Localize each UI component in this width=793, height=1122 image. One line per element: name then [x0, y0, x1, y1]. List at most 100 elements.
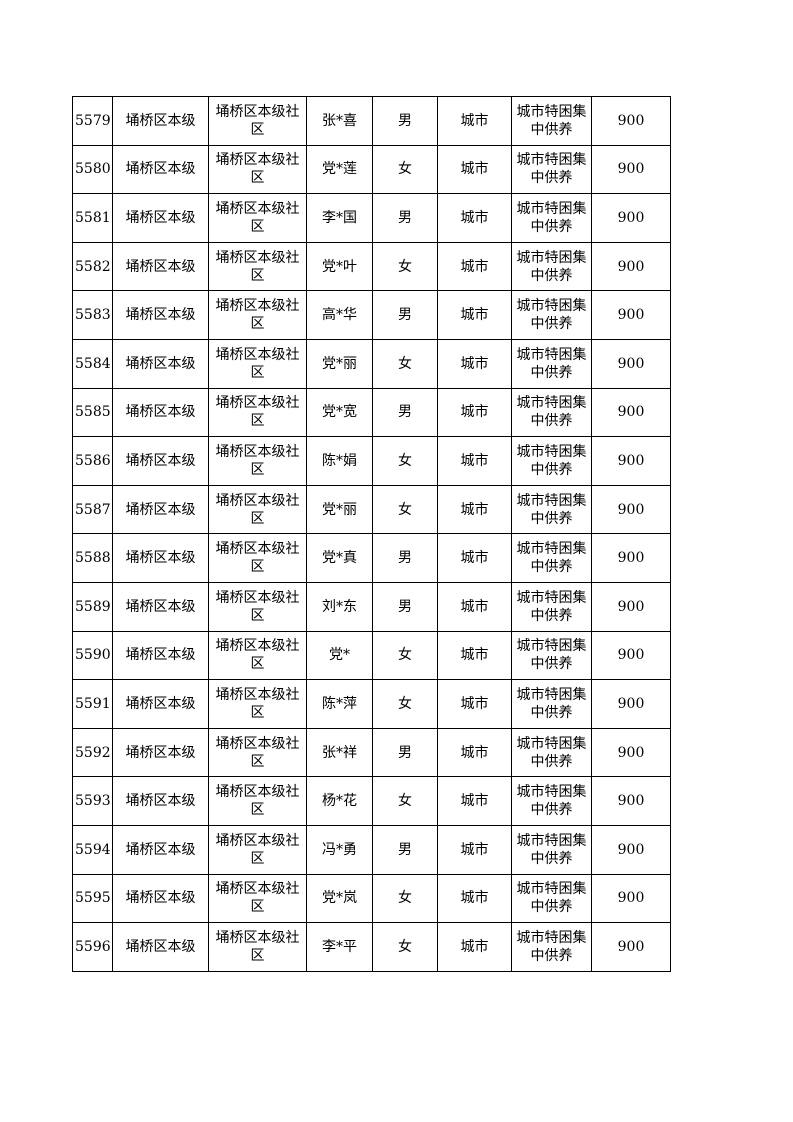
table-row: 5585 埇桥区本级 埇桥区本级社区 党*宽男城市 城市特困集中供养 900 — [72, 387, 671, 438]
amount-cell: 900 — [591, 241, 671, 292]
support-type-cell: 城市特困集中供养 — [511, 241, 592, 292]
support-type-cell: 城市特困集中供养 — [511, 290, 592, 340]
area-cell: 城市 — [437, 824, 512, 875]
name-cell: 党*宽 — [306, 387, 373, 438]
table-row: 5595 埇桥区本级 埇桥区本级社区 党*岚女城市 城市特困集中供养 900 — [72, 873, 671, 924]
amount-cell: 900 — [591, 290, 671, 340]
table-row: 5592 埇桥区本级 埇桥区本级社区 张*祥男城市 城市特困集中供养 900 — [72, 727, 671, 778]
gender-cell: 女 — [372, 144, 438, 195]
table-row: 5590 埇桥区本级 埇桥区本级社区 党* 女城市 城市特困集中供养 900 — [72, 630, 671, 681]
name-cell: 高*华 — [306, 290, 373, 340]
gender-cell: 女 — [372, 436, 438, 486]
row-id-cell: 5586 — [72, 436, 113, 486]
gender-cell: 男 — [372, 581, 438, 632]
name-cell: 冯*勇 — [306, 824, 373, 875]
support-type-cell: 城市特困集中供养 — [511, 338, 592, 389]
table-row: 5594 埇桥区本级 埇桥区本级社区 冯*勇男城市 城市特困集中供养 900 — [72, 824, 671, 875]
amount-cell: 900 — [591, 776, 671, 826]
name-cell: 党*岚 — [306, 873, 373, 924]
community-cell: 埇桥区本级社区 — [208, 533, 307, 583]
gender-cell: 男 — [372, 533, 438, 583]
name-cell: 张*祥 — [306, 727, 373, 778]
amount-cell: 900 — [591, 922, 671, 972]
table-row: 5588 埇桥区本级 埇桥区本级社区 党*真男城市 城市特困集中供养 900 — [72, 533, 671, 583]
name-cell: 党*叶 — [306, 241, 373, 292]
community-cell: 埇桥区本级社区 — [208, 96, 307, 146]
table-row: 5581 埇桥区本级 埇桥区本级社区 李*国男城市 城市特困集中供养 900 — [72, 193, 671, 243]
area-cell: 城市 — [437, 727, 512, 778]
gender-cell: 男 — [372, 727, 438, 778]
gender-cell: 女 — [372, 873, 438, 924]
table-row: 5596 埇桥区本级 埇桥区本级社区 李*平女城市 城市特困集中供养 900 — [72, 922, 671, 972]
name-cell: 陈*萍 — [306, 679, 373, 729]
amount-cell: 900 — [591, 533, 671, 583]
community-cell: 埇桥区本级社区 — [208, 630, 307, 681]
district-cell: 埇桥区本级 — [112, 679, 209, 729]
community-cell: 埇桥区本级社区 — [208, 193, 307, 243]
name-cell: 党*莲 — [306, 144, 373, 195]
community-cell: 埇桥区本级社区 — [208, 144, 307, 195]
district-cell: 埇桥区本级 — [112, 241, 209, 292]
community-cell: 埇桥区本级社区 — [208, 776, 307, 826]
gender-cell: 男 — [372, 290, 438, 340]
row-id-cell: 5584 — [72, 338, 113, 389]
area-cell: 城市 — [437, 679, 512, 729]
amount-cell: 900 — [591, 436, 671, 486]
support-type-cell: 城市特困集中供养 — [511, 144, 592, 195]
area-cell: 城市 — [437, 630, 512, 681]
district-cell: 埇桥区本级 — [112, 144, 209, 195]
table-row: 5586 埇桥区本级 埇桥区本级社区 陈*娟女城市 城市特困集中供养 900 — [72, 436, 671, 486]
area-cell: 城市 — [437, 581, 512, 632]
area-cell: 城市 — [437, 193, 512, 243]
support-type-cell: 城市特困集中供养 — [511, 533, 592, 583]
table-row: 5579 埇桥区本级 埇桥区本级社区 张*喜男城市 城市特困集中供养 900 — [72, 96, 671, 146]
row-id-cell: 5595 — [72, 873, 113, 924]
amount-cell: 900 — [591, 338, 671, 389]
support-type-cell: 城市特困集中供养 — [511, 193, 592, 243]
gender-cell: 女 — [372, 679, 438, 729]
gender-cell: 女 — [372, 484, 438, 535]
area-cell: 城市 — [437, 873, 512, 924]
gender-cell: 女 — [372, 338, 438, 389]
area-cell: 城市 — [437, 922, 512, 972]
gender-cell: 男 — [372, 824, 438, 875]
row-id-cell: 5592 — [72, 727, 113, 778]
district-cell: 埇桥区本级 — [112, 873, 209, 924]
area-cell: 城市 — [437, 436, 512, 486]
area-cell: 城市 — [437, 96, 512, 146]
support-type-cell: 城市特困集中供养 — [511, 727, 592, 778]
support-type-cell: 城市特困集中供养 — [511, 776, 592, 826]
district-cell: 埇桥区本级 — [112, 824, 209, 875]
table-row: 5589 埇桥区本级 埇桥区本级社区 刘*东男城市 城市特困集中供养 900 — [72, 581, 671, 632]
district-cell: 埇桥区本级 — [112, 727, 209, 778]
amount-cell: 900 — [591, 873, 671, 924]
amount-cell: 900 — [591, 144, 671, 195]
gender-cell: 男 — [372, 193, 438, 243]
community-cell: 埇桥区本级社区 — [208, 290, 307, 340]
row-id-cell: 5579 — [72, 96, 113, 146]
gender-cell: 女 — [372, 776, 438, 826]
community-cell: 埇桥区本级社区 — [208, 387, 307, 438]
row-id-cell: 5588 — [72, 533, 113, 583]
table-row: 5584 埇桥区本级 埇桥区本级社区 党*丽女城市 城市特困集中供养 900 — [72, 338, 671, 389]
area-cell: 城市 — [437, 338, 512, 389]
community-cell: 埇桥区本级社区 — [208, 873, 307, 924]
community-cell: 埇桥区本级社区 — [208, 241, 307, 292]
table-row: 5587 埇桥区本级 埇桥区本级社区 党*丽女城市 城市特困集中供养 900 — [72, 484, 671, 535]
records-table: 5579 埇桥区本级 埇桥区本级社区 张*喜男城市 城市特困集中供养 900 5580 埇桥区… — [72, 96, 671, 972]
name-cell: 张*喜 — [306, 96, 373, 146]
district-cell: 埇桥区本级 — [112, 387, 209, 438]
row-id-cell: 5596 — [72, 922, 113, 972]
gender-cell: 女 — [372, 241, 438, 292]
row-id-cell: 5582 — [72, 241, 113, 292]
gender-cell: 女 — [372, 922, 438, 972]
support-type-cell: 城市特困集中供养 — [511, 630, 592, 681]
name-cell: 杨*花 — [306, 776, 373, 826]
table-row: 5583 埇桥区本级 埇桥区本级社区 高*华男城市 城市特困集中供养 900 — [72, 290, 671, 340]
row-id-cell: 5594 — [72, 824, 113, 875]
row-id-cell: 5590 — [72, 630, 113, 681]
amount-cell: 900 — [591, 581, 671, 632]
district-cell: 埇桥区本级 — [112, 338, 209, 389]
support-type-cell: 城市特困集中供养 — [511, 922, 592, 972]
area-cell: 城市 — [437, 241, 512, 292]
